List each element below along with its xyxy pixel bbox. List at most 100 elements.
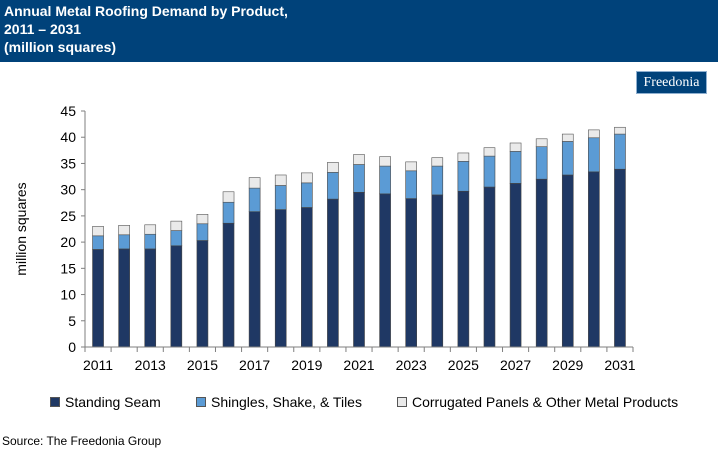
bar-2021-series-1 [353,164,365,193]
legend-label-shingles: Shingles, Shake, & Tiles [211,394,362,410]
bar-2013-series-1 [144,233,157,250]
legend-swatch-shingles [196,397,206,407]
y-tick-label: 35 [60,155,76,171]
bar-2023-series-0 [405,198,417,348]
bar-2020-series-2 [327,162,339,173]
bar-2017-series-0 [248,211,261,348]
x-tick-label: 2017 [239,357,270,373]
bar-2015-series-1 [196,223,209,241]
bar-2023-series-2 [405,161,417,172]
bar-2027-series-0 [509,183,522,348]
bar-2027-series-1 [509,151,522,184]
bar-2016-series-1 [222,201,235,224]
y-tick-label: 45 [60,103,76,119]
legend-label-corrugated: Corrugated Panels & Other Metal Products [412,394,679,410]
y-tick-label: 10 [60,287,76,303]
bar-2014-series-0 [170,245,183,348]
x-tick-label: 2025 [448,357,479,373]
bar-2023-series-1 [405,170,417,199]
y-tick-label: 20 [60,234,76,250]
bar-2017-series-1 [248,187,261,212]
bar-2030-series-1 [588,137,600,173]
x-tick-label: 2021 [343,357,374,373]
bar-2022-series-2 [379,156,391,167]
x-tick-label: 2019 [291,357,322,373]
bar-2012-series-1 [118,234,130,250]
bar-2018-series-1 [274,185,287,210]
bar-2012-series-2 [118,225,130,236]
y-tick-label: 40 [60,129,76,145]
bar-2014-series-2 [170,220,183,231]
x-tick-label: 2031 [604,357,635,373]
bar-2022-series-1 [379,165,391,195]
legend-label-standing-seam: Standing Seam [65,394,161,410]
x-tick-label: 2023 [396,357,427,373]
bar-2026-series-2 [483,147,496,157]
bar-2024-series-0 [431,194,444,348]
bar-2028-series-0 [535,178,548,348]
bar-2019-series-1 [301,182,313,208]
bar-2026-series-1 [483,155,496,188]
y-tick-label: 0 [68,339,76,355]
bar-2016-series-2 [222,191,235,203]
bar-2011-series-0 [92,249,104,348]
bar-2028-series-1 [535,146,548,180]
bar-2014-series-1 [170,230,183,247]
title-line-1: Annual Metal Roofing Demand by Product, [4,3,288,19]
bar-2016-series-0 [222,222,235,348]
x-tick-label: 2013 [135,357,166,373]
legend-swatch-standing-seam [50,397,60,407]
bar-2021-series-0 [353,191,365,348]
bar-2031-series-1 [614,133,626,170]
bar-2015-series-2 [196,214,209,225]
bar-2015-series-0 [196,240,209,348]
freedonia-logo: Freedonia [636,71,707,94]
bar-2019-series-0 [301,207,313,348]
legend: Standing Seam Shingles, Shake, & Tiles C… [0,394,725,414]
bar-2018-series-0 [274,209,287,348]
bar-2020-series-1 [327,172,339,200]
source-note: Source: The Freedonia Group [2,434,162,448]
bar-2028-series-2 [535,138,548,147]
bar-2030-series-2 [588,129,600,139]
bar-2029-series-1 [561,141,574,176]
bar-2031-series-0 [614,168,626,348]
bar-2031-series-2 [614,126,626,135]
bar-2029-series-0 [561,174,574,348]
y-tick-label: 25 [60,208,76,224]
bar-2022-series-0 [379,193,391,348]
bar-2012-series-0 [118,248,130,348]
bar-2025-series-0 [457,190,470,348]
bar-2019-series-2 [301,172,313,184]
title-line-3: (million squares) [4,39,117,55]
bar-2029-series-2 [561,133,574,142]
bar-2024-series-1 [431,165,444,196]
legend-item-shingles: Shingles, Shake, & Tiles [196,394,362,410]
legend-item-corrugated: Corrugated Panels & Other Metal Products [397,394,678,410]
bar-2020-series-0 [327,198,339,348]
bar-2013-series-0 [144,248,157,348]
x-tick-label: 2027 [500,357,531,373]
bar-2025-series-2 [457,152,470,162]
chart-header: Annual Metal Roofing Demand by Product, … [0,0,718,62]
bar-2026-series-0 [483,186,496,348]
x-tick-label: 2011 [83,357,113,373]
bar-2017-series-2 [248,177,261,189]
legend-swatch-corrugated [397,397,407,407]
bar-2021-series-2 [353,154,365,165]
bar-2011-series-1 [92,235,104,250]
x-tick-label: 2015 [187,357,218,373]
y-axis-label: million squares [13,182,29,275]
y-tick-label: 30 [60,182,76,198]
bar-2018-series-2 [274,174,287,186]
y-tick-label: 15 [60,260,76,276]
bar-2011-series-2 [92,226,104,237]
title-line-2: 2011 – 2031 [4,21,82,37]
bar-2024-series-2 [431,157,444,167]
bar-2013-series-2 [144,224,157,235]
y-tick-label: 5 [68,313,76,329]
bar-2027-series-2 [509,142,522,152]
bar-2025-series-1 [457,161,470,192]
legend-item-standing-seam: Standing Seam [50,394,161,410]
